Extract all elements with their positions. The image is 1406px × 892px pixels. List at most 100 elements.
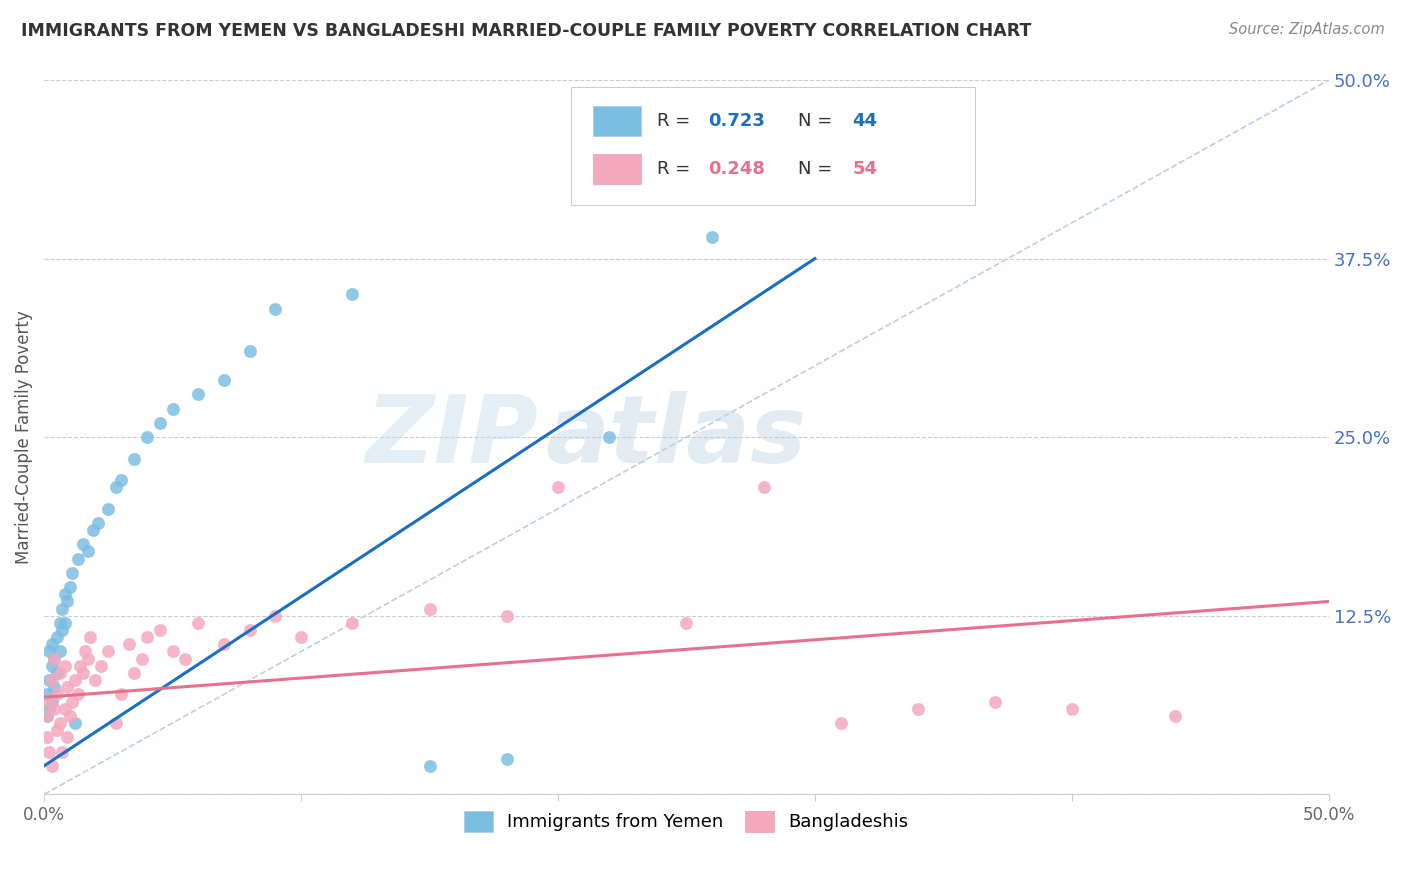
Point: [187, 615, 209, 630]
Point: [418, 601, 440, 615]
Text: R =: R =: [657, 112, 696, 130]
Point: [48, 715, 70, 730]
Point: [264, 301, 287, 316]
Point: [48, 665, 70, 680]
Point: [97, 501, 120, 516]
Point: [56, 730, 79, 744]
Point: [51, 623, 73, 637]
Point: [105, 480, 128, 494]
Point: [122, 665, 145, 680]
Point: [149, 623, 172, 637]
Point: [110, 687, 132, 701]
Point: [44, 680, 66, 694]
Point: [804, 187, 827, 202]
Point: [59, 580, 82, 594]
Point: [35, 730, 58, 744]
Point: [59, 708, 82, 723]
Point: [44, 651, 66, 665]
Point: [56, 680, 79, 694]
Y-axis label: Married-Couple Family Poverty: Married-Couple Family Poverty: [15, 310, 32, 564]
Point: [82, 523, 104, 537]
Point: [984, 694, 1007, 708]
Point: [38, 745, 60, 759]
Point: [79, 630, 101, 644]
Point: [46, 723, 69, 737]
Point: [76, 544, 98, 558]
Point: [97, 644, 120, 658]
Point: [44, 651, 66, 665]
Point: [418, 759, 440, 773]
Point: [51, 601, 73, 615]
Point: [495, 608, 517, 623]
Point: [342, 287, 364, 301]
Point: [41, 694, 63, 708]
Point: [66, 551, 89, 566]
Point: [69, 658, 91, 673]
Point: [162, 401, 184, 416]
Point: [53, 615, 76, 630]
Point: [41, 673, 63, 687]
Point: [75, 644, 97, 658]
Point: [342, 615, 364, 630]
Point: [60, 694, 83, 708]
Point: [162, 644, 184, 658]
Point: [44, 701, 66, 715]
Text: N =: N =: [799, 161, 838, 178]
Point: [66, 687, 89, 701]
Point: [212, 637, 235, 651]
Point: [907, 701, 929, 715]
Point: [46, 630, 69, 644]
FancyBboxPatch shape: [593, 154, 641, 185]
Point: [239, 344, 262, 359]
Point: [63, 715, 86, 730]
Point: [35, 708, 58, 723]
FancyBboxPatch shape: [593, 106, 641, 136]
Point: [35, 708, 58, 723]
Point: [38, 694, 60, 708]
Point: [46, 665, 69, 680]
Point: [212, 373, 235, 387]
Point: [60, 566, 83, 580]
Point: [547, 480, 569, 494]
Text: N =: N =: [799, 112, 838, 130]
Point: [675, 615, 697, 630]
Point: [38, 701, 60, 715]
Point: [38, 644, 60, 658]
Text: 0.723: 0.723: [709, 112, 765, 130]
Point: [598, 430, 620, 444]
Point: [87, 516, 110, 530]
Point: [105, 715, 128, 730]
Point: [1163, 708, 1185, 723]
Point: [149, 416, 172, 430]
Point: [53, 587, 76, 601]
Point: [187, 387, 209, 401]
Legend: Immigrants from Yemen, Bangladeshis: Immigrants from Yemen, Bangladeshis: [457, 804, 917, 839]
Point: [830, 715, 852, 730]
Point: [135, 430, 157, 444]
Point: [84, 673, 107, 687]
Point: [135, 630, 157, 644]
Point: [174, 651, 197, 665]
Point: [90, 658, 112, 673]
FancyBboxPatch shape: [571, 87, 976, 205]
Point: [53, 701, 76, 715]
Point: [46, 687, 69, 701]
Point: [700, 230, 723, 244]
Point: [72, 665, 94, 680]
Point: [41, 637, 63, 651]
Point: [1060, 701, 1083, 715]
Point: [290, 630, 312, 644]
Text: 0.248: 0.248: [709, 161, 765, 178]
Point: [63, 673, 86, 687]
Point: [41, 759, 63, 773]
Point: [752, 480, 775, 494]
Point: [122, 451, 145, 466]
Point: [56, 594, 79, 608]
Text: ZIP: ZIP: [366, 392, 538, 483]
Point: [110, 473, 132, 487]
Point: [38, 673, 60, 687]
Text: IMMIGRANTS FROM YEMEN VS BANGLADESHI MARRIED-COUPLE FAMILY POVERTY CORRELATION C: IMMIGRANTS FROM YEMEN VS BANGLADESHI MAR…: [21, 22, 1032, 40]
Point: [72, 537, 94, 551]
Point: [51, 745, 73, 759]
Point: [239, 623, 262, 637]
